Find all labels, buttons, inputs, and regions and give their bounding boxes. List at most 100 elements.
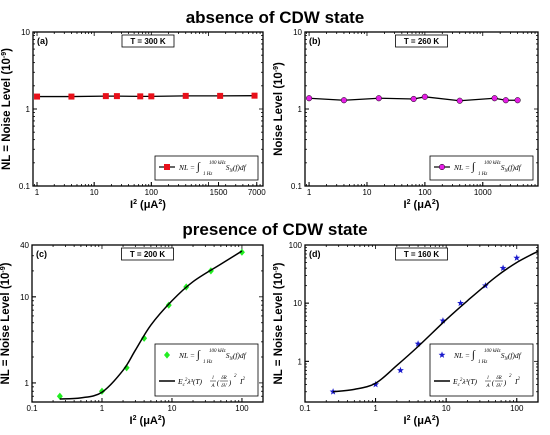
x-axis-label-part: I xyxy=(130,415,133,427)
legend-integral-sign: ∫ xyxy=(471,349,476,361)
plot-frame xyxy=(31,244,264,403)
legend-integrand-sub: N xyxy=(229,357,234,362)
x-axis-label-end: ) xyxy=(436,199,440,211)
y-tick-label: 1 xyxy=(298,357,303,366)
x-tick-label: 10 xyxy=(442,404,451,413)
data-point xyxy=(251,92,258,99)
data-point xyxy=(306,95,313,102)
x-axis-label-sup: 2 xyxy=(133,415,137,422)
data-point xyxy=(340,97,347,104)
heading-presence: presence of CDW state xyxy=(182,220,367,239)
legend-integrand-rest: (f)df xyxy=(508,351,522,360)
data-point xyxy=(182,92,189,99)
x-axis-label-end: ) xyxy=(162,199,166,211)
fit-paren-open: ( xyxy=(492,378,495,387)
legend-integrand-sub: N xyxy=(504,357,509,362)
y-tick-label: 10 xyxy=(293,28,302,37)
temperature-label: T = 300 K xyxy=(130,37,166,46)
x-tick-label: 1000 xyxy=(474,188,492,197)
legend-formula-fit: Ec2λ³(T) xyxy=(452,377,477,388)
fit-mid: λ³(T) xyxy=(461,377,477,386)
panel-label: (c) xyxy=(36,249,47,259)
fit-curve xyxy=(59,250,243,400)
x-axis-label: I2 (μA2) xyxy=(130,415,166,427)
data-point xyxy=(137,93,144,100)
legend-integrand: S xyxy=(224,163,230,172)
fit-paren-sup: 2 xyxy=(234,374,237,379)
y-axis-label-end: ) xyxy=(273,262,285,266)
data-point xyxy=(439,317,447,324)
x-tick-label: 1 xyxy=(35,188,40,197)
data-point xyxy=(372,380,380,388)
legend-nl: NL = xyxy=(453,163,472,172)
x-axis-label-part: I xyxy=(130,199,133,211)
x-axis-label-unit-sup: 2 xyxy=(432,199,436,206)
legend-formula-integral: NL = ∫ SN(f)df xyxy=(178,161,247,174)
y-tick-label: 0.1 xyxy=(291,182,303,191)
data-point xyxy=(217,92,224,99)
data-point xyxy=(68,93,75,100)
data-point xyxy=(34,93,41,100)
legend-upper-limit: 100 kHz xyxy=(484,349,501,354)
x-axis-label-unit-sup: 2 xyxy=(158,199,162,206)
legend-lower-limit: 1 Hz xyxy=(203,360,212,365)
y-tick-label: 1 xyxy=(298,105,303,114)
legend-integrand-sub: N xyxy=(229,169,234,174)
fit-tail: I2 xyxy=(514,377,521,386)
fit-paren-num: δR xyxy=(221,376,226,381)
fit-paren-den: δV xyxy=(496,384,502,389)
x-tick-label: 1 xyxy=(307,188,312,197)
fit-tail-sup: 2 xyxy=(518,377,521,382)
panel-label: (d) xyxy=(309,249,321,259)
fit-paren-close: ) xyxy=(228,378,232,387)
x-axis-label-unit-sup: 2 xyxy=(158,415,162,422)
y-axis-label-end: ) xyxy=(1,48,13,52)
legend-nl: NL = xyxy=(453,351,472,360)
y-axis-label: Noise Level (10-9) xyxy=(273,62,285,156)
fit-sub: c xyxy=(183,383,186,388)
fit-sup: 2 xyxy=(185,378,188,383)
x-tick-label: 100 xyxy=(510,404,524,413)
x-tick-label: 7000 xyxy=(248,188,266,197)
legend-formula-integral: NL = ∫ SN(f)df xyxy=(453,349,522,362)
data-point xyxy=(148,93,155,100)
x-tick-label: 10 xyxy=(168,404,177,413)
data-point xyxy=(502,97,509,104)
y-axis-label-sup: -9 xyxy=(273,266,280,272)
fit-paren-den: δV xyxy=(221,384,227,389)
x-tick-label: 100 xyxy=(235,404,249,413)
fit-prefix: E xyxy=(177,377,183,386)
y-tick-label: 1 xyxy=(26,105,31,114)
x-axis-label: I2 (μA2) xyxy=(404,415,440,427)
legend-integral-sign: ∫ xyxy=(196,349,201,361)
y-tick-label: 0.1 xyxy=(19,182,31,191)
x-axis-label-unit: (μA xyxy=(136,415,157,427)
x-tick-label: 1500 xyxy=(210,188,228,197)
x-axis-label-unit-sup: 2 xyxy=(432,415,436,422)
legend-box xyxy=(429,155,534,181)
y-tick-label: 1 xyxy=(25,379,30,388)
x-axis-label-unit: (μA xyxy=(410,199,431,211)
legend-upper-limit: 100 kHz xyxy=(209,161,226,166)
x-axis-label-unit: (μA xyxy=(137,199,158,211)
legend-integrand-rest: (f)df xyxy=(233,163,247,172)
x-tick-label: 100 xyxy=(418,188,432,197)
plot-frame xyxy=(304,244,539,403)
legend-upper-limit: 100 kHz xyxy=(484,161,501,166)
legend-integrand-sub: N xyxy=(504,169,509,174)
data-point xyxy=(457,299,464,307)
legend-integrand: S xyxy=(224,351,230,360)
fit-tail: I2 xyxy=(239,377,246,386)
y-axis-label-end: ) xyxy=(273,62,285,66)
legend-integral-sign: ∫ xyxy=(471,161,476,173)
legend-marker xyxy=(164,351,170,359)
fit-paren-close: ) xyxy=(503,378,507,387)
fit-paren-num: δR xyxy=(496,376,501,381)
data-point xyxy=(410,95,417,103)
y-tick-label: 100 xyxy=(289,241,303,250)
x-tick-label: 10 xyxy=(363,188,372,197)
legend-marker xyxy=(438,351,446,358)
x-axis-label-sup: 2 xyxy=(407,199,411,206)
